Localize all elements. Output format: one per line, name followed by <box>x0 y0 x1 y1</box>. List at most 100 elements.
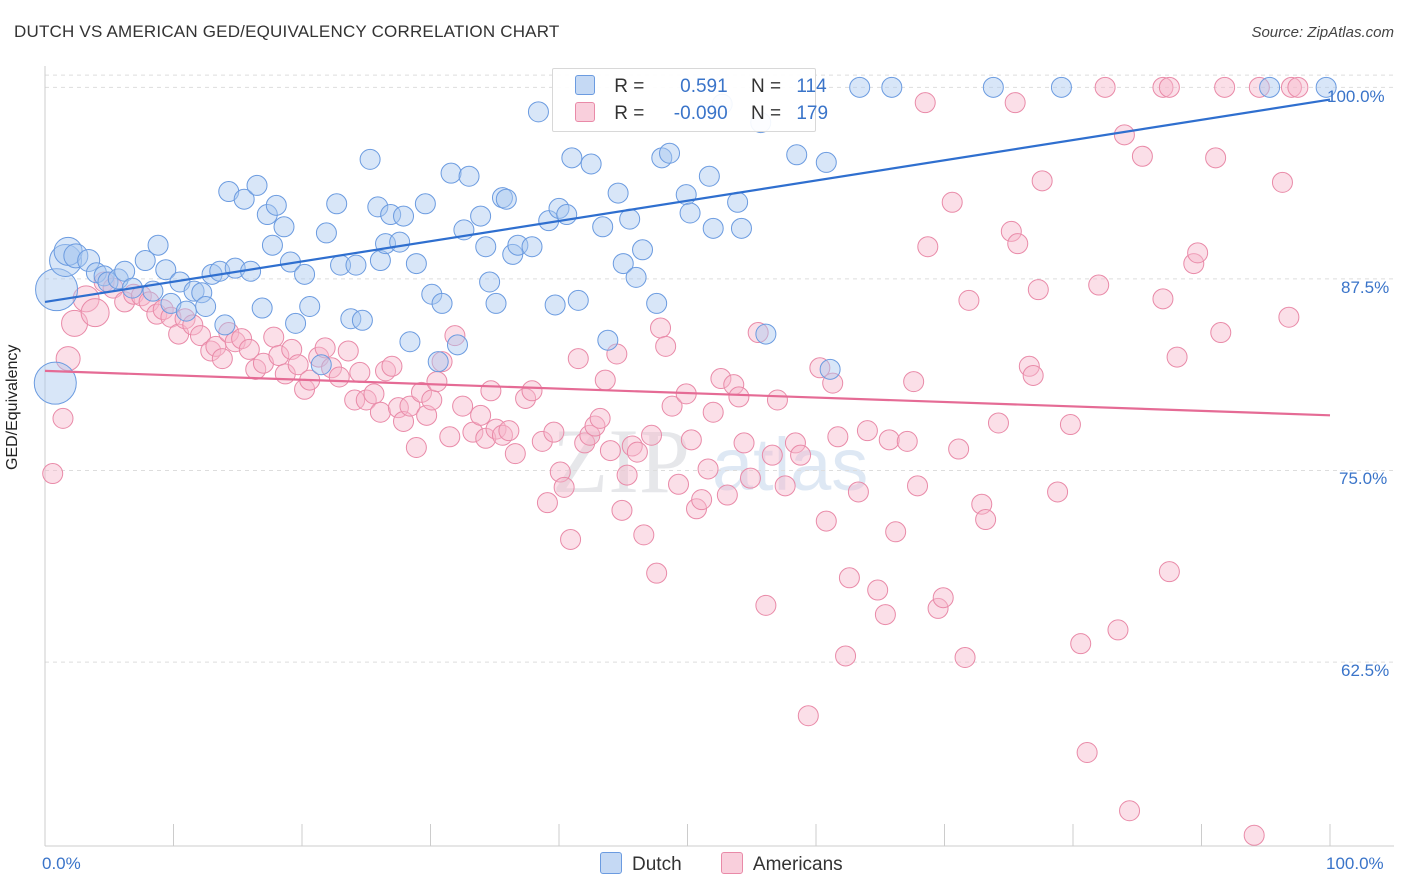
americans-point <box>252 352 274 374</box>
americans-point <box>52 407 74 429</box>
americans-point <box>626 441 648 463</box>
dutch-point <box>160 292 182 314</box>
dutch-point <box>612 253 634 275</box>
dutch-point <box>389 231 411 253</box>
dutch-point <box>134 250 156 272</box>
americans-point <box>835 645 857 667</box>
americans-point <box>470 404 492 426</box>
americans-point <box>716 484 738 506</box>
dutch-point <box>446 334 468 356</box>
dutch-point <box>195 295 217 317</box>
americans-point <box>874 604 896 626</box>
americans-point <box>314 337 336 359</box>
americans-point <box>766 389 788 411</box>
americans-point <box>1000 220 1022 242</box>
americans-point <box>917 236 939 258</box>
americans-point <box>856 420 878 442</box>
dutch-point <box>191 282 213 304</box>
americans-point <box>987 412 1009 434</box>
watermark: ZIP atlas <box>552 410 868 512</box>
dutch-point <box>815 151 837 173</box>
americans-point <box>710 368 732 390</box>
y-tick-75: 75.0% <box>1339 469 1388 488</box>
americans-point <box>369 401 391 423</box>
americans-point <box>553 476 575 498</box>
y-tick-100: 100.0% <box>1327 87 1385 106</box>
dutch-point <box>155 259 177 281</box>
dutch-point <box>679 202 701 224</box>
americans-point <box>1152 76 1174 98</box>
americans-point <box>287 354 309 376</box>
dutch-point <box>326 193 348 215</box>
dutch-point <box>544 294 566 316</box>
source-credit: Source: ZipAtlas.com <box>1251 24 1394 41</box>
americans-point <box>426 371 448 393</box>
dutch-point <box>246 174 268 196</box>
americans-point <box>790 444 812 466</box>
dutch-point <box>431 292 453 314</box>
americans-point <box>958 289 980 311</box>
americans-point <box>927 597 949 619</box>
americans-point <box>536 492 558 514</box>
americans-point <box>1070 633 1092 655</box>
americans-point <box>80 298 110 328</box>
americans-point <box>774 475 796 497</box>
americans-point <box>815 510 837 532</box>
americans-r-value: -0.090 <box>673 103 728 124</box>
americans-point <box>1119 800 1141 822</box>
dutch-point <box>982 76 1004 98</box>
americans-point <box>328 366 350 388</box>
dutch-point <box>521 236 543 258</box>
americans-point <box>1183 253 1205 275</box>
dutch-point <box>567 289 589 311</box>
legend-americans-swatch <box>720 852 743 874</box>
dutch-point <box>702 217 724 239</box>
dutch-point <box>310 354 332 376</box>
americans-point <box>1280 76 1302 98</box>
americans-point <box>739 467 761 489</box>
americans-point <box>747 322 769 344</box>
americans-point <box>948 438 970 460</box>
americans-point <box>1088 274 1110 296</box>
americans-point <box>349 361 371 383</box>
americans-point <box>599 440 621 462</box>
dutch-point <box>607 182 629 204</box>
dutch-swatch <box>575 75 595 95</box>
legend-item-dutch[interactable]: Dutch <box>600 852 682 876</box>
americans-point <box>1113 124 1135 146</box>
y-tick-87-5: 87.5% <box>1341 278 1390 297</box>
dutch-point <box>849 76 871 98</box>
dutch-point <box>399 331 421 353</box>
americans-point <box>1076 742 1098 764</box>
axes <box>44 66 1394 847</box>
legend-item-americans[interactable]: Americans <box>720 852 843 876</box>
chart-title: DUTCH VS AMERICAN GED/EQUIVALENCY CORREL… <box>14 22 560 41</box>
americans-trend-line <box>44 369 1331 417</box>
americans-point <box>611 499 633 521</box>
dutch-point <box>49 244 83 278</box>
americans-point <box>1027 279 1049 301</box>
americans-point <box>387 397 409 419</box>
dutch-n-label: N = <box>750 76 782 97</box>
americans-point <box>337 340 359 362</box>
dutch-point <box>251 297 273 319</box>
correlation-legend: R = 0.591 N = 114 R = -0.090 N = 179 <box>552 68 828 132</box>
dutch-point <box>440 162 462 184</box>
dutch-point <box>475 236 497 258</box>
americans-point <box>867 579 889 601</box>
americans-point <box>439 426 461 448</box>
americans-swatch <box>575 102 595 122</box>
americans-point <box>498 420 520 442</box>
americans-point <box>903 371 925 393</box>
dutch-point <box>63 243 89 269</box>
americans-point <box>531 430 553 452</box>
americans-point <box>914 92 936 114</box>
dutch-point <box>218 181 240 203</box>
americans-point <box>1152 288 1174 310</box>
americans-point <box>668 473 690 495</box>
dutch-point <box>479 271 501 293</box>
americans-point <box>1047 481 1069 503</box>
americans-point <box>1271 171 1293 193</box>
legend-row-americans: R = -0.090 N = 179 <box>575 102 828 126</box>
americans-point <box>797 705 819 727</box>
